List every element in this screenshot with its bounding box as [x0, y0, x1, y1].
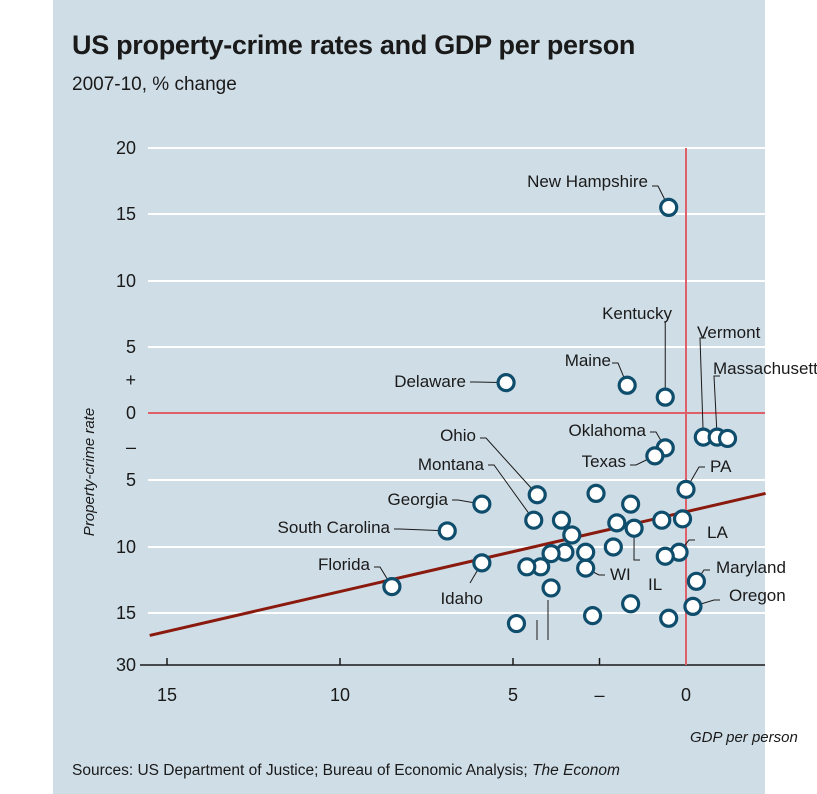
y-axis-label: Property-crime rate	[81, 408, 98, 536]
data-point	[506, 613, 527, 634]
data-point	[576, 542, 596, 562]
x-axis-label: GDP per person	[690, 729, 798, 746]
data-point	[541, 578, 561, 598]
data-point	[686, 571, 706, 591]
data-point	[617, 375, 637, 395]
data-point	[683, 596, 703, 617]
point-label: WI	[610, 565, 631, 584]
y-tick-label: 0	[126, 403, 136, 423]
data-point	[645, 446, 665, 466]
data-point	[527, 485, 547, 505]
data-point	[586, 483, 606, 503]
data-point	[676, 479, 696, 499]
data-point	[472, 553, 492, 573]
chart-title: US property-crime rates and GDP per pers…	[72, 30, 636, 60]
data-point	[437, 521, 457, 541]
y-tick-label: 10	[116, 537, 136, 557]
data-point	[655, 546, 675, 566]
point-label: Georgia	[388, 490, 449, 509]
point-label: Ohio	[440, 426, 476, 445]
x-tick-label: –	[594, 685, 604, 705]
point-label: Idaho	[440, 589, 483, 608]
data-point	[603, 537, 623, 557]
data-point	[496, 373, 516, 393]
point-label: Oklahoma	[569, 421, 647, 440]
data-point	[621, 594, 641, 614]
y-tick-label: –	[126, 437, 136, 457]
y-tick-label: 10	[116, 271, 136, 291]
data-point	[562, 525, 582, 545]
data-point	[524, 510, 544, 530]
point-label: Maine	[565, 351, 611, 370]
point-label: Montana	[418, 455, 485, 474]
data-point	[659, 608, 679, 628]
data-point	[717, 428, 738, 449]
point-label: Texas	[582, 452, 626, 471]
y-tick-label: 20	[116, 138, 136, 158]
leader-line	[633, 528, 640, 561]
y-tick-label: +	[125, 370, 136, 390]
leader-line	[488, 464, 535, 521]
chart-subtitle: 2007-10, % change	[72, 74, 237, 95]
leader-line	[470, 381, 507, 384]
leader-line	[394, 528, 448, 532]
data-point	[582, 606, 603, 626]
point-label: New Hampshire	[527, 172, 648, 191]
point-label: IL	[648, 575, 662, 594]
y-tick-label: 15	[116, 204, 136, 224]
leader-line	[713, 375, 720, 438]
data-point	[655, 387, 675, 407]
point-label: Kentucky	[602, 304, 672, 323]
point-label: Maryland	[716, 558, 786, 577]
data-point	[382, 576, 402, 597]
point-label: South Carolina	[278, 518, 391, 537]
data-point	[621, 494, 641, 514]
chart-panel	[53, 0, 765, 794]
x-tick-label: 15	[157, 685, 177, 705]
y-tick-label: 5	[126, 470, 136, 490]
data-point	[624, 518, 644, 538]
point-label: Delaware	[394, 372, 466, 391]
data-point	[551, 510, 572, 530]
point-label: Florida	[318, 555, 371, 574]
data-point	[652, 510, 672, 530]
data-point	[607, 513, 627, 533]
leader-line	[480, 437, 538, 496]
source-publication: The Econom	[532, 762, 620, 779]
x-tick-label: 0	[681, 685, 691, 705]
source-text: Sources: US Department of Justice; Burea…	[72, 762, 528, 779]
data-point	[472, 494, 492, 514]
x-tick-label: 10	[330, 685, 350, 705]
point-label: LA	[707, 523, 728, 542]
y-tick-label: 5	[126, 337, 136, 357]
leader-line	[699, 337, 706, 438]
data-point	[672, 509, 693, 529]
leader-line	[664, 321, 666, 398]
x-tick-label: 5	[508, 685, 518, 705]
data-point	[541, 543, 561, 564]
data-point	[659, 197, 679, 217]
y-tick-label: 15	[116, 603, 136, 623]
data-point	[517, 557, 537, 577]
point-label: PA	[710, 457, 732, 476]
point-label: Massachusetts	[713, 359, 817, 378]
source-note: Sources: US Department of Justice; Burea…	[72, 762, 620, 780]
point-label: Oregon	[729, 586, 786, 605]
point-label: Vermont	[697, 323, 761, 342]
data-point	[576, 558, 596, 578]
y-tick-label: 30	[116, 655, 136, 675]
